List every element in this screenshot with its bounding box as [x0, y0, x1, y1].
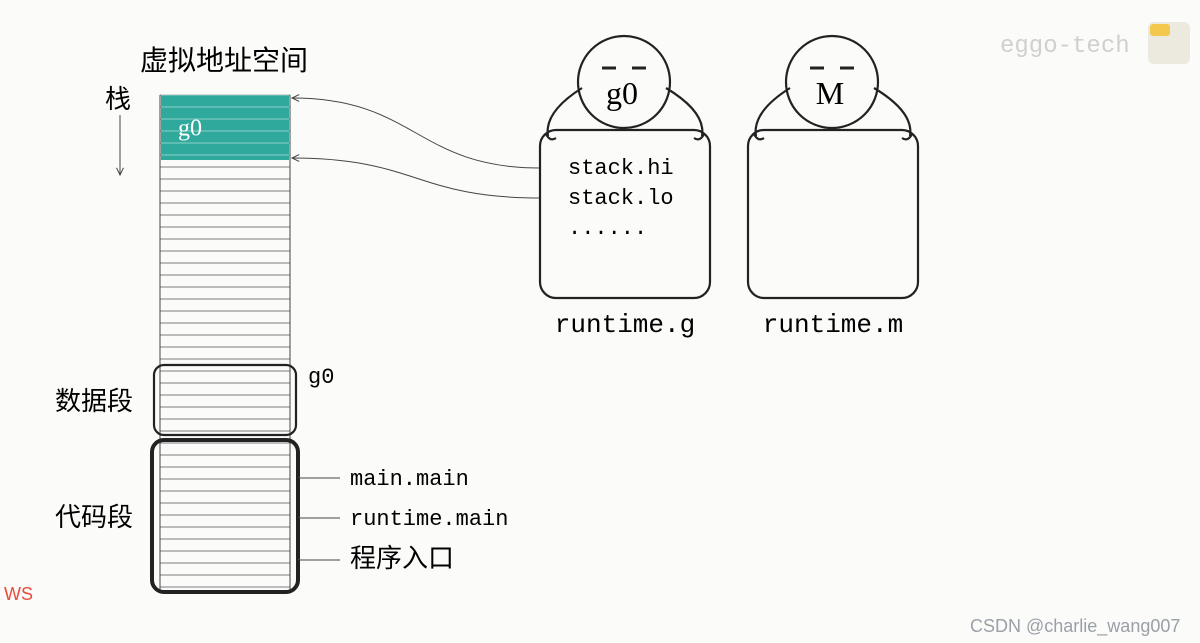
- data-seg-side-label: g0: [308, 365, 334, 390]
- link-0: [292, 98, 540, 168]
- link-1: [292, 158, 540, 198]
- code-pointer-2: 程序入口: [350, 544, 454, 573]
- watermark-bottom: CSDN @charlie_wang007: [970, 616, 1180, 637]
- data-seg-label: 数据段: [55, 387, 133, 416]
- title: 虚拟地址空间: [140, 45, 308, 77]
- char-box: [748, 130, 918, 298]
- char-field-0: stack.hi: [568, 156, 674, 181]
- watermark-top: eggo-tech: [1000, 33, 1130, 60]
- code-seg-label: 代码段: [55, 503, 133, 532]
- code-seg-box: [152, 440, 298, 592]
- code-pointer-1: runtime.main: [350, 507, 508, 532]
- char-head-label: M: [816, 75, 844, 111]
- char-field-1: stack.lo: [568, 186, 674, 211]
- code-pointer-0: main.main: [350, 467, 469, 492]
- char-caption: runtime.g: [555, 310, 695, 340]
- char-caption: runtime.m: [763, 310, 903, 340]
- left-edge-text: WS: [4, 584, 33, 604]
- stack-label: 栈: [105, 85, 131, 114]
- g0-stack-label: g0: [178, 116, 202, 142]
- char-field-2: ......: [568, 216, 647, 241]
- data-seg-box: [154, 365, 296, 435]
- char-head-label: g0: [606, 75, 638, 111]
